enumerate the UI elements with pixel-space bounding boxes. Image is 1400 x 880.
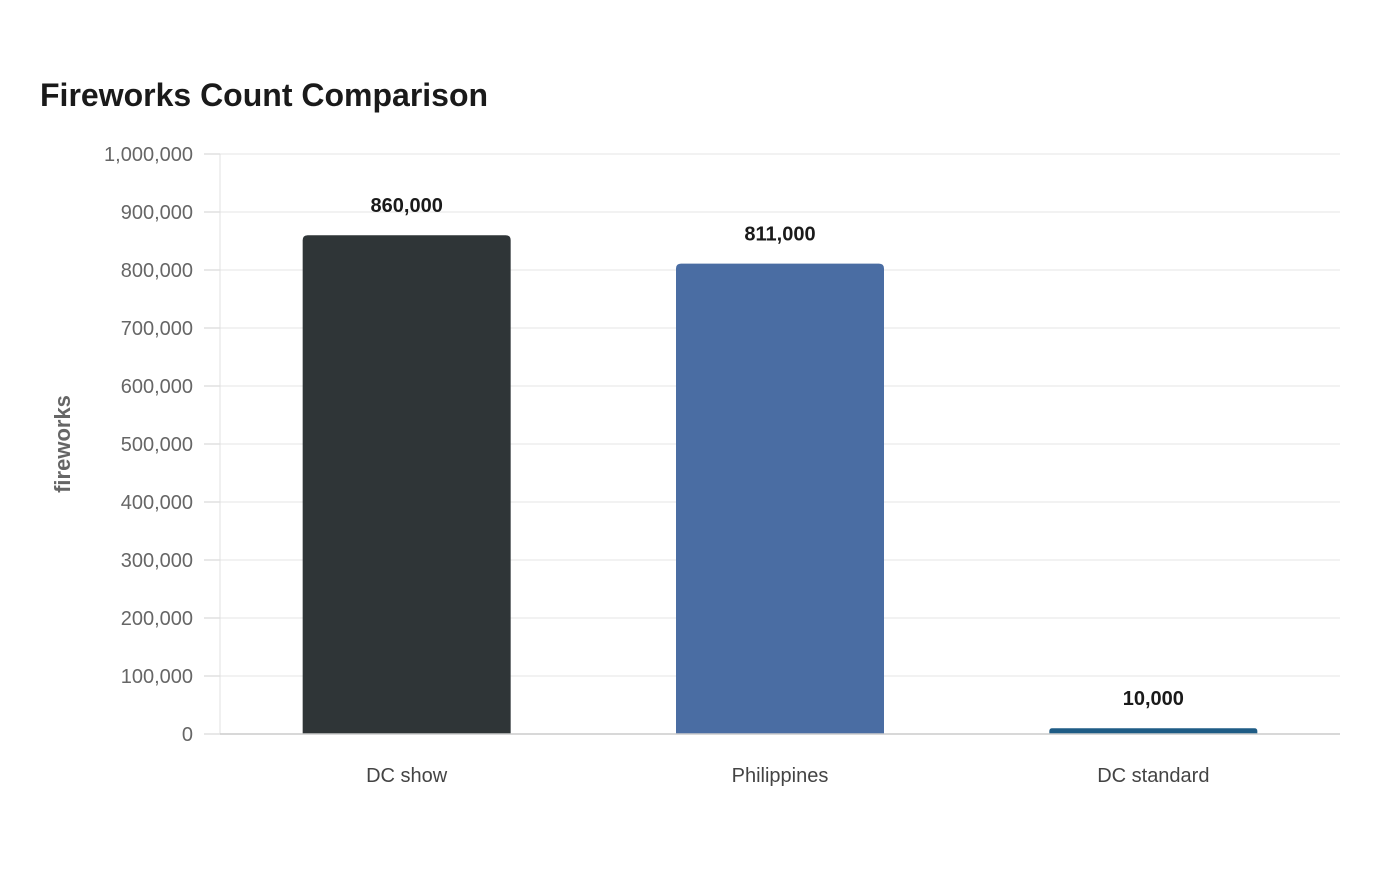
data-label: 811,000 [744,224,815,246]
y-tick-label: 900,000 [121,202,193,224]
y-tick-label: 200,000 [121,608,193,630]
bar-dc-show [302,235,511,734]
y-tick-label: 800,000 [121,260,193,282]
y-tick-label: 1,000,000 [104,144,193,166]
y-tick-label: 500,000 [121,434,193,456]
data-labels: 860,000 811,000 10,000 [371,195,1184,710]
data-label: 860,000 [371,195,443,217]
y-axis-label: fireworks [50,395,75,493]
x-tick-label: Philippines [732,765,829,787]
y-tick-label: 0 [182,724,193,746]
chart-title: Fireworks Count Comparison [40,77,489,113]
y-tick-label: 600,000 [121,376,193,398]
y-tick-label: 400,000 [121,492,193,514]
bars [302,235,1258,734]
y-tick-label: 700,000 [121,318,193,340]
y-axis-ticks: 0 100,000 200,000 300,000 400,000 500,000 600,… [104,144,220,746]
bar-dc-standard [1049,728,1258,734]
y-tick-label: 300,000 [121,550,193,572]
y-tick-label: 100,000 [121,666,193,688]
data-label: 10,000 [1123,688,1184,710]
x-tick-label: DC standard [1097,765,1209,787]
x-axis-ticks: DC show Philippines DC standard [366,765,1209,787]
bar-philippines [676,263,884,734]
x-tick-label: DC show [366,765,448,787]
